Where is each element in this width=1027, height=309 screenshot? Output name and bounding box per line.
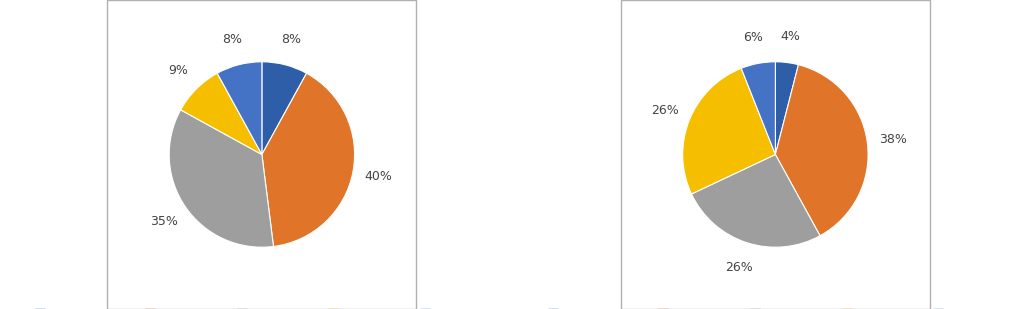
Text: 9%: 9% — [168, 64, 188, 77]
Wedge shape — [683, 68, 775, 194]
Text: 35%: 35% — [150, 215, 178, 228]
Text: 26%: 26% — [651, 104, 679, 117]
Text: 4%: 4% — [781, 30, 800, 43]
Wedge shape — [181, 73, 262, 154]
Legend: less than 200kg, 200.1-280kg, 280.1-330kg, 330.1-400kg, 400.1+kg: less than 200kg, 200.1-280kg, 280.1-330k… — [546, 307, 1004, 309]
Wedge shape — [775, 62, 798, 154]
Text: 8%: 8% — [281, 33, 301, 46]
Wedge shape — [262, 62, 306, 154]
Wedge shape — [741, 62, 775, 154]
Text: 40%: 40% — [365, 170, 392, 183]
Text: 6%: 6% — [744, 32, 763, 44]
Legend: less than 200kg, 200.1-280kg, 280.1-330kg, 330.1-400kg, 400.1+kg: less than 200kg, 200.1-280kg, 280.1-330k… — [33, 307, 491, 309]
Wedge shape — [262, 73, 354, 247]
Wedge shape — [775, 65, 868, 236]
Text: 8%: 8% — [223, 33, 242, 46]
Wedge shape — [691, 154, 820, 247]
Text: 38%: 38% — [879, 133, 907, 146]
Wedge shape — [169, 110, 273, 247]
Wedge shape — [218, 62, 262, 154]
Text: 26%: 26% — [725, 261, 753, 274]
